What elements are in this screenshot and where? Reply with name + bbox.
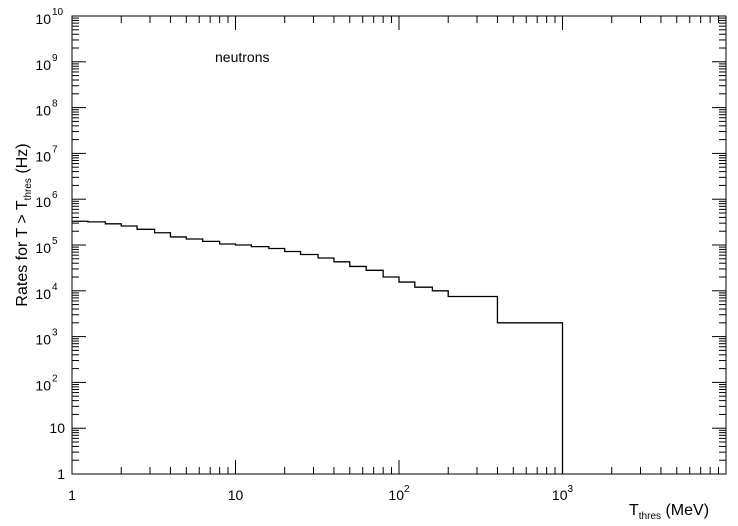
- y-tick-label-exp: 3: [52, 328, 58, 339]
- y-tick-label: 10: [35, 286, 51, 302]
- x-tick-label-exp: 2: [404, 484, 410, 495]
- series-line-neutrons: [72, 220, 564, 474]
- y-tick-label: 10: [35, 194, 51, 210]
- axis-ticks: [71, 16, 726, 475]
- x-axis-label-suffix: (MeV): [661, 502, 709, 519]
- y-tick-label-exp: 7: [52, 144, 58, 155]
- y-axis-label: Rates for T > Tthres (Hz): [14, 143, 34, 306]
- y-tick-label: 10: [35, 240, 51, 256]
- x-tick-label: 1: [68, 487, 76, 503]
- y-tick-label-exp: 8: [52, 99, 58, 110]
- x-tick-label-exp: 3: [568, 484, 574, 495]
- y-tick-label: 10: [49, 420, 65, 436]
- y-tick-label: 10: [35, 103, 51, 119]
- x-tick-labels: 1 10 102 103: [68, 484, 573, 503]
- y-tick-label-exp: 5: [52, 236, 58, 247]
- y-axis-label-sub: thres: [23, 178, 34, 200]
- y-tick-label: 10: [35, 377, 51, 393]
- y-tick-label-exp: 10: [52, 7, 64, 18]
- y-axis-label-suffix: (Hz): [14, 143, 31, 178]
- x-tick-label: 102: [388, 484, 410, 503]
- x-axis-label: Tthres (MeV): [629, 502, 709, 522]
- x-axis-label-main: T: [629, 502, 639, 519]
- y-axis-label-prefix: Rates for T > T: [14, 200, 31, 307]
- x-tick-label: 10: [228, 487, 244, 503]
- annotation-neutrons: neutrons: [215, 49, 269, 65]
- y-tick-label: 10: [35, 148, 51, 164]
- y-tick-label: 1: [57, 466, 65, 482]
- y-tick-label-exp: 2: [52, 373, 58, 384]
- y-tick-label: 10: [35, 11, 51, 27]
- y-tick-label-exp: 9: [52, 53, 58, 64]
- x-tick-label-base: 10: [388, 487, 404, 503]
- y-tick-label: 10: [35, 57, 51, 73]
- x-tick-label: 103: [552, 484, 574, 503]
- y-tick-label-exp: 4: [52, 282, 58, 293]
- x-axis-label-sub: thres: [639, 511, 661, 522]
- y-tick-label: 10: [35, 332, 51, 348]
- x-tick-label-base: 10: [228, 487, 244, 503]
- x-tick-label-base: 10: [552, 487, 568, 503]
- x-tick-label-base: 1: [68, 487, 76, 503]
- plot-frame: [71, 15, 727, 475]
- y-tick-label-exp: 6: [52, 190, 58, 201]
